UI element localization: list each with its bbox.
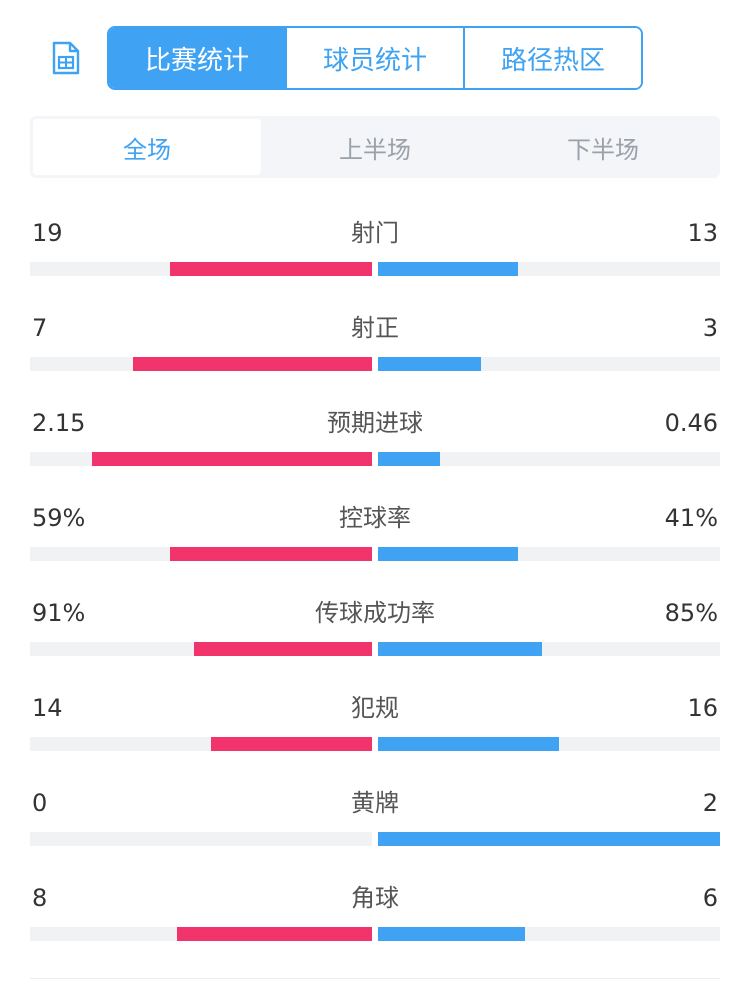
home-value: 19 <box>32 219 63 247</box>
tab-second-half[interactable]: 下半场 <box>567 135 639 164</box>
home-value: 91% <box>32 599 86 627</box>
period-tabs: 全场 上半场 下半场 <box>30 116 720 178</box>
stat-values: 7 射正 3 <box>30 310 720 346</box>
away-bar-track <box>378 357 720 371</box>
stat-row: 14 犯规 16 <box>30 670 720 765</box>
away-value: 3 <box>702 314 718 342</box>
stat-values: 91% 传球成功率 85% <box>30 595 720 631</box>
home-value: 7 <box>32 314 48 342</box>
away-bar-track <box>378 452 720 466</box>
away-bar-track <box>378 262 720 276</box>
away-bar <box>378 927 526 941</box>
stats-list: 19 射门 13 7 射正 3 2.15 预期进球 0.46 59% 控球率 41% 91% 传球成功率 8… <box>30 195 720 955</box>
home-value: 0 <box>32 789 48 817</box>
home-bar <box>170 547 372 561</box>
home-value: 59% <box>32 504 86 532</box>
home-bar-track <box>30 262 372 276</box>
away-bar-track <box>378 737 720 751</box>
home-bar <box>211 737 372 751</box>
stat-values: 59% 控球率 41% <box>30 500 720 536</box>
stat-row: 19 射门 13 <box>30 195 720 290</box>
home-bar <box>194 642 372 656</box>
away-bar <box>378 737 560 751</box>
away-bar-track <box>378 642 720 656</box>
stat-label: 黄牌 <box>351 789 399 817</box>
stat-values: 2.15 预期进球 0.46 <box>30 405 720 441</box>
stat-values: 19 射门 13 <box>30 215 720 251</box>
away-bar <box>378 642 543 656</box>
away-bar-track <box>378 927 720 941</box>
stat-label: 控球率 <box>339 504 411 532</box>
home-bar-track <box>30 737 372 751</box>
document-icon[interactable] <box>48 40 84 76</box>
away-value: 13 <box>687 219 718 247</box>
away-value: 16 <box>687 694 718 722</box>
away-bar-track <box>378 547 720 561</box>
home-value: 2.15 <box>32 409 86 437</box>
tab-full-match[interactable]: 全场 <box>33 119 261 175</box>
stat-row: 0 黄牌 2 <box>30 765 720 860</box>
home-bar-track <box>30 547 372 561</box>
away-value: 0.46 <box>664 409 718 437</box>
home-bar-track <box>30 452 372 466</box>
divider <box>30 978 720 979</box>
stat-row: 91% 传球成功率 85% <box>30 575 720 670</box>
stat-label: 射正 <box>351 314 399 342</box>
away-value: 2 <box>702 789 718 817</box>
stat-values: 14 犯规 16 <box>30 690 720 726</box>
stat-row: 8 角球 6 <box>30 860 720 955</box>
home-bar <box>91 452 372 466</box>
home-value: 8 <box>32 884 48 912</box>
away-value: 41% <box>664 504 718 532</box>
main-tabs: 比赛统计 球员统计 路径热区 <box>107 26 643 90</box>
home-bar <box>177 927 372 941</box>
tab-heat-zone[interactable]: 路径热区 <box>463 28 641 88</box>
stat-values: 0 黄牌 2 <box>30 785 720 821</box>
home-bar-track <box>30 357 372 371</box>
stat-label: 角球 <box>351 884 399 912</box>
home-bar-track <box>30 927 372 941</box>
tab-match-stats[interactable]: 比赛统计 <box>109 28 285 88</box>
stat-row: 59% 控球率 41% <box>30 480 720 575</box>
home-bar-track <box>30 832 372 846</box>
away-bar <box>378 547 519 561</box>
away-value: 85% <box>664 599 718 627</box>
away-bar <box>378 832 720 846</box>
stat-label: 犯规 <box>351 694 399 722</box>
home-bar-track <box>30 642 372 656</box>
home-bar <box>132 357 372 371</box>
top-bar: 比赛统计 球员统计 路径热区 <box>0 26 750 90</box>
away-bar <box>378 452 440 466</box>
stat-row: 2.15 预期进球 0.46 <box>30 385 720 480</box>
stat-label: 射门 <box>351 219 399 247</box>
stat-label: 预期进球 <box>327 409 423 437</box>
stat-values: 8 角球 6 <box>30 880 720 916</box>
away-value: 6 <box>702 884 718 912</box>
stat-row: 7 射正 3 <box>30 290 720 385</box>
stat-label: 传球成功率 <box>315 599 435 627</box>
away-bar <box>378 262 519 276</box>
tab-player-stats[interactable]: 球员统计 <box>285 28 463 88</box>
away-bar-track <box>378 832 720 846</box>
home-bar <box>170 262 372 276</box>
away-bar <box>378 357 481 371</box>
home-value: 14 <box>32 694 63 722</box>
tab-first-half[interactable]: 上半场 <box>339 135 411 164</box>
